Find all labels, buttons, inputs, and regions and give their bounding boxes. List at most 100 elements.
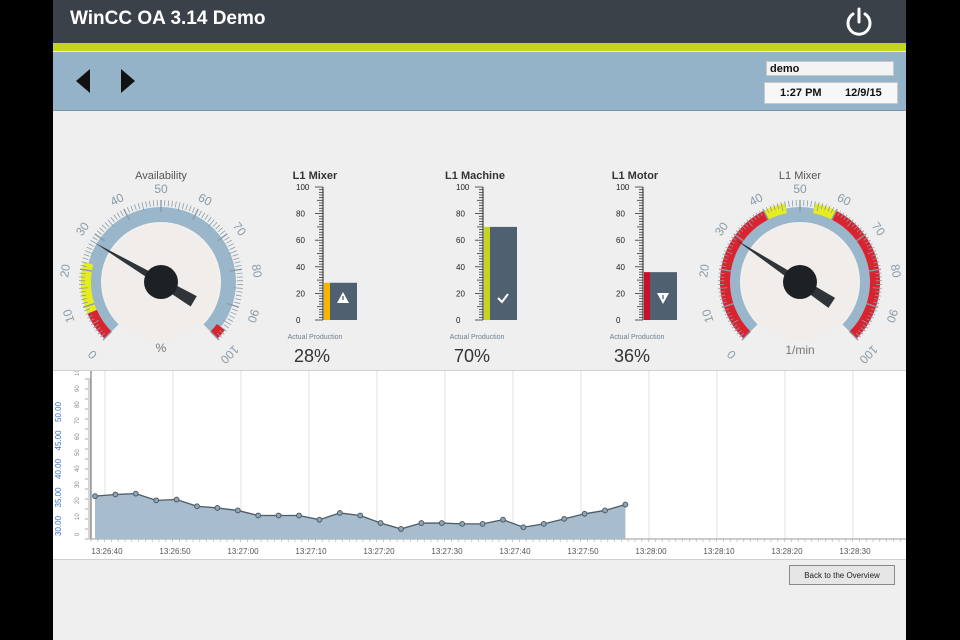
gauge-tick-label: 70	[230, 219, 249, 238]
triangle-left-icon[interactable]	[72, 67, 94, 95]
gauge-tick	[859, 230, 865, 235]
gauge-tick	[867, 250, 876, 255]
x-tick-label: 13:28:30	[839, 547, 871, 556]
gauge-tick	[776, 203, 780, 210]
gauge-tick	[831, 208, 838, 220]
series-point	[275, 512, 282, 519]
gauge-zone	[813, 203, 837, 220]
series-point	[581, 510, 588, 517]
gauge-tick	[232, 253, 239, 257]
gauge-tick	[741, 331, 751, 341]
gauge-tick-label: 30	[73, 219, 92, 238]
series-point	[459, 520, 466, 527]
gauge-tick-label: 10	[60, 307, 78, 324]
gauge-tick	[874, 298, 881, 301]
gauge-tick	[806, 200, 809, 207]
gauge-tick	[185, 204, 188, 211]
gauge-tick	[92, 324, 99, 329]
gauge-tick	[830, 207, 835, 213]
gauge-tick	[83, 253, 90, 257]
gauge-tick	[719, 264, 726, 267]
gauge-tick	[872, 287, 882, 289]
gauge-tick	[719, 298, 726, 301]
gauge-tick	[224, 236, 230, 241]
gauge-tick	[85, 250, 94, 255]
gauge-tick	[85, 311, 92, 315]
gauge-tick	[120, 210, 124, 217]
bar-machine: L1 Machine Actual Production 70% 100 80 60…	[445, 170, 517, 366]
bar-scale-label: 20	[296, 289, 305, 298]
x-tick-label: 13:27:40	[499, 547, 531, 556]
y-tick-label: 40.00	[54, 458, 63, 479]
gauge-tick	[765, 207, 770, 213]
series-point	[194, 503, 200, 510]
bar-scale-label: 40	[296, 263, 305, 272]
trend-plot: 30.00 35.00 40.00 45.00 50.00 0 10 20 30 40 50 60 70…	[53, 365, 906, 556]
series-point	[418, 520, 425, 526]
gauge-tick	[862, 319, 871, 326]
gauge-tick	[101, 224, 107, 230]
gauge-tick	[738, 227, 744, 233]
gauge-tick	[104, 221, 110, 227]
series-point	[255, 512, 262, 519]
y-scale-minor-label: 40	[75, 465, 81, 472]
app-title: WinCC OA 3.14 Demo	[70, 8, 266, 29]
gauge-tick	[875, 291, 882, 293]
bar-status-fill	[324, 282, 330, 320]
gauge-tick	[79, 287, 89, 289]
gauge-tick	[204, 214, 209, 221]
gauge-tick	[92, 236, 98, 241]
gauge-tick	[149, 200, 151, 207]
bar-value-label: 70%	[454, 346, 490, 366]
gauge-tick-label: 20	[57, 263, 73, 279]
x-tick-label: 13:27:00	[227, 547, 259, 556]
gauge-tick	[868, 246, 875, 251]
gauge-zone	[87, 309, 112, 339]
series-point	[112, 491, 119, 498]
gauge-tick	[79, 272, 86, 275]
gauge-tick	[739, 332, 745, 338]
x-tick-label: 13:27:30	[431, 547, 463, 556]
x-tick-label: 13:26:40	[91, 547, 123, 556]
gauge-tick	[84, 308, 91, 312]
gauge-unit: 1/min	[785, 343, 814, 357]
gauge-tick	[201, 212, 206, 219]
gauge-tick	[230, 311, 237, 315]
gauge-tick	[113, 214, 118, 221]
gauge-tick	[735, 230, 741, 235]
gauge-tick	[718, 291, 725, 293]
back-to-overview-button[interactable]: Back to the Overview	[789, 565, 895, 585]
gauge-tick	[212, 221, 218, 227]
bar-scale-label: 0	[296, 316, 301, 325]
clock-time: 1:27 PM	[780, 87, 822, 99]
gauge-tick	[80, 298, 87, 301]
gauge-tick	[729, 319, 738, 326]
series-point	[132, 490, 139, 497]
x-tick-label: 13:26:50	[159, 547, 191, 556]
gauge-zone	[719, 210, 769, 339]
x-tick-label: 13:27:10	[295, 547, 327, 556]
gauge-tick	[236, 272, 243, 275]
triangle-right-icon[interactable]	[117, 67, 139, 95]
accent-stripe	[53, 43, 906, 51]
bar-scale-label: 60	[456, 236, 465, 245]
gauge-tick	[788, 200, 790, 207]
bar-scale-label: 80	[296, 210, 305, 219]
x-tick-label: 13:28:20	[771, 547, 803, 556]
gauge-tick	[729, 239, 735, 244]
y-scale-minor-label: 10	[75, 513, 81, 520]
power-icon[interactable]	[843, 6, 875, 38]
gauge-tick	[843, 214, 848, 221]
trend-chart[interactable]: 30.00 35.00 40.00 45.00 50.00 0 10 20 30 40 50 60 70…	[53, 365, 906, 560]
gauge-tick	[734, 327, 740, 332]
gauge-tick	[181, 203, 185, 210]
gauge-tick	[177, 202, 181, 212]
y-scale-minor-label: 50	[75, 449, 81, 456]
gauge-tick-label: 80	[249, 263, 265, 279]
gauge-tick	[874, 294, 881, 297]
title-bar: WinCC OA 3.14 Demo	[53, 0, 906, 43]
gauge-tick	[233, 257, 240, 261]
gauge-tick	[816, 202, 820, 212]
gauge-tick	[167, 200, 170, 207]
series-point	[173, 496, 180, 503]
